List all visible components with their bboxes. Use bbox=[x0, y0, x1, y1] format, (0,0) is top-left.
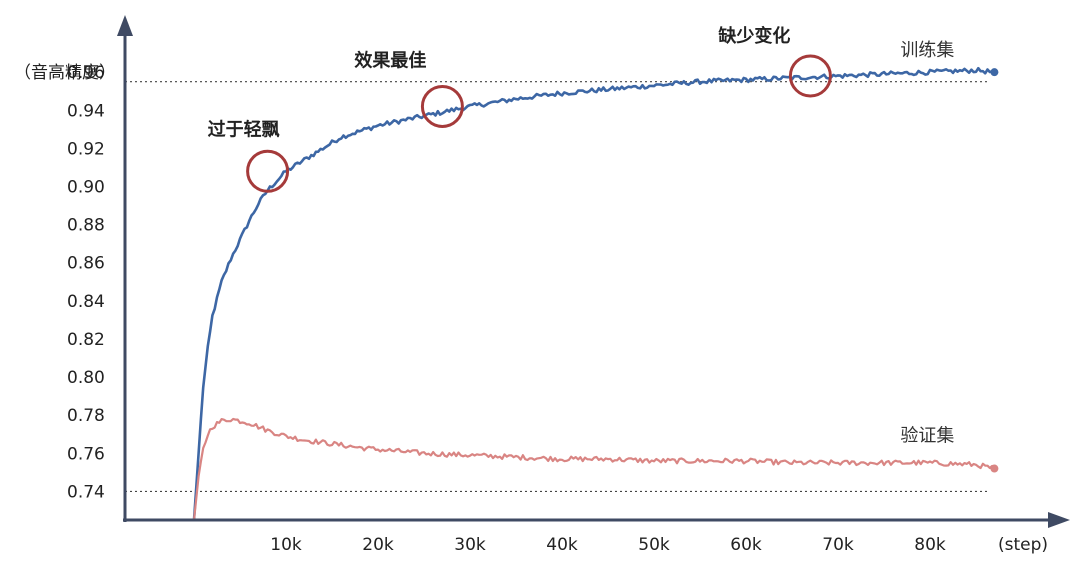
x-tick-label: 50k bbox=[638, 535, 670, 555]
y-tick-label: 0.94 bbox=[67, 101, 105, 121]
x-tick-labels: 10k 20k 30k 40k 50k 60k 70k 80k bbox=[270, 535, 946, 555]
y-tick-label: 0.88 bbox=[67, 216, 105, 236]
annotation-circle bbox=[788, 54, 832, 98]
y-tick-label: 0.92 bbox=[67, 139, 105, 159]
series-end-point bbox=[990, 464, 999, 473]
x-tick-label: 30k bbox=[454, 535, 486, 555]
x-tick-label: 70k bbox=[822, 535, 854, 555]
y-tick-label: 0.84 bbox=[67, 292, 105, 312]
y-tick-label: 0.74 bbox=[67, 482, 105, 502]
y-axis-arrow bbox=[117, 15, 133, 36]
validation-series-line bbox=[192, 417, 995, 521]
x-tick-label: 60k bbox=[730, 535, 762, 555]
series-end-point bbox=[990, 68, 999, 77]
x-tick-label: 20k bbox=[362, 535, 394, 555]
annotation-label: 效果最佳 bbox=[354, 49, 426, 71]
annotation-label: 过于轻飘 bbox=[208, 118, 280, 140]
y-tick-labels: 0.74 0.76 0.78 0.80 0.82 0.84 0.86 0.88 0.90 0.92… bbox=[67, 63, 105, 502]
x-axis-arrow bbox=[1048, 512, 1070, 528]
x-tick-label: 40k bbox=[546, 535, 578, 555]
annotations: 过于轻飘 效果最佳 缺少变化 bbox=[208, 25, 832, 193]
y-tick-label: 0.78 bbox=[67, 406, 105, 426]
annotation-label: 缺少变化 bbox=[717, 25, 790, 47]
y-tick-label: 0.90 bbox=[67, 178, 105, 198]
y-tick-label: 0.76 bbox=[67, 444, 105, 464]
series-label: 验证集 bbox=[900, 426, 954, 447]
y-tick-label: 0.82 bbox=[67, 330, 105, 350]
training-series-line bbox=[192, 66, 996, 521]
x-axis-label: (step) bbox=[998, 535, 1048, 555]
reference-lines bbox=[125, 81, 990, 493]
annotation-circle bbox=[246, 149, 290, 193]
series-label: 训练集 bbox=[900, 40, 954, 61]
x-tick-label: 80k bbox=[914, 535, 946, 555]
series-layer bbox=[192, 66, 999, 521]
y-tick-label: 0.96 bbox=[67, 63, 105, 83]
axes bbox=[117, 15, 1070, 528]
y-tick-label: 0.86 bbox=[67, 254, 105, 274]
y-tick-label: 0.80 bbox=[67, 368, 105, 388]
annotation-circle bbox=[420, 84, 464, 128]
y-axis-label: （音高精度） bbox=[14, 63, 116, 83]
x-tick-label: 10k bbox=[270, 535, 302, 555]
